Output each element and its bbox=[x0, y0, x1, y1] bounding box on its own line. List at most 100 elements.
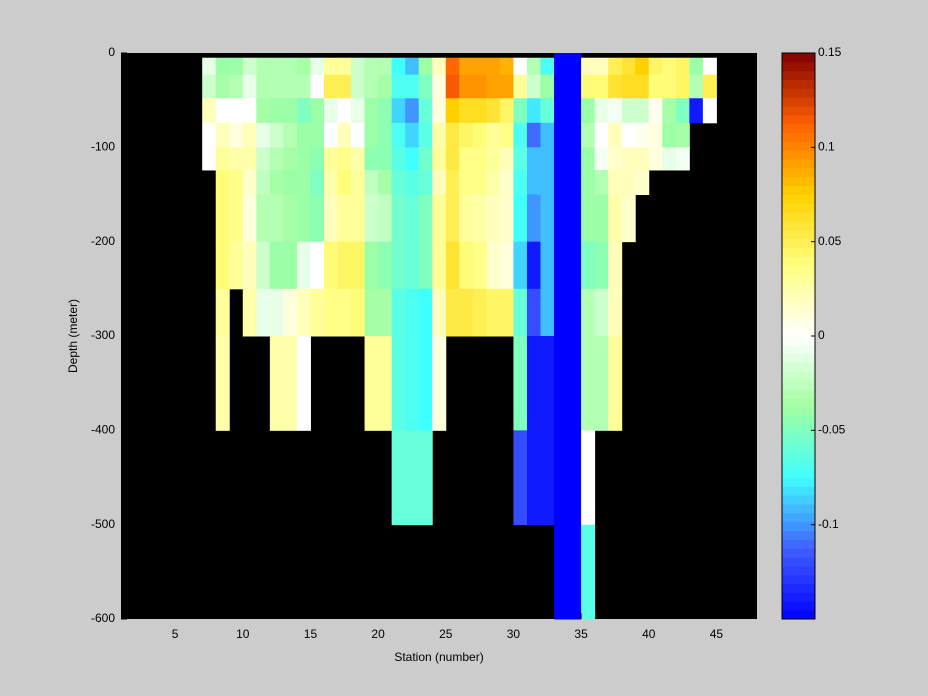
heat-cell bbox=[256, 194, 271, 243]
colorbar-step bbox=[782, 141, 815, 151]
heat-cell bbox=[391, 74, 406, 99]
colorbar-step bbox=[782, 601, 815, 611]
heat-cell bbox=[689, 57, 704, 76]
heat-cell bbox=[648, 122, 663, 148]
heat-cell bbox=[242, 122, 257, 148]
heat-cell bbox=[499, 147, 514, 171]
heat-cell bbox=[608, 122, 623, 148]
heat-cell bbox=[215, 57, 230, 76]
heat-cell bbox=[364, 57, 379, 76]
heat-cell bbox=[256, 57, 271, 76]
heat-cell bbox=[445, 98, 460, 124]
heat-cell bbox=[675, 98, 690, 124]
heat-cell bbox=[256, 241, 271, 290]
heat-cell bbox=[554, 147, 569, 171]
heat-cell bbox=[608, 74, 623, 99]
heat-cell bbox=[269, 57, 284, 76]
heat-cell bbox=[418, 74, 433, 99]
heat-cell bbox=[445, 288, 460, 337]
heat-cell bbox=[608, 336, 623, 431]
heat-cell bbox=[229, 74, 244, 99]
colorbar-step bbox=[782, 132, 815, 142]
colorbar-step bbox=[782, 53, 815, 63]
heat-cell bbox=[526, 122, 541, 148]
heat-cell bbox=[554, 169, 569, 195]
heat-cell bbox=[675, 147, 690, 171]
colorbar-step bbox=[782, 433, 815, 443]
heat-cell bbox=[662, 57, 677, 76]
heat-cell bbox=[283, 288, 298, 337]
colorbar-step bbox=[782, 504, 815, 514]
heat-cell bbox=[351, 98, 366, 124]
heat-cell bbox=[242, 74, 257, 99]
heat-cell bbox=[689, 98, 704, 124]
heat-cell bbox=[635, 57, 650, 76]
heat-cell bbox=[351, 288, 366, 337]
heat-cell bbox=[310, 147, 325, 171]
heat-cell bbox=[256, 74, 271, 99]
heat-cell bbox=[337, 194, 352, 243]
heat-cell bbox=[310, 122, 325, 148]
heat-cell bbox=[554, 122, 569, 148]
colorbar-step bbox=[782, 185, 815, 195]
heat-cell bbox=[594, 147, 609, 171]
colorbar-step bbox=[782, 512, 815, 523]
heat-cell bbox=[486, 74, 501, 99]
heat-cell bbox=[554, 288, 569, 337]
heat-cell bbox=[675, 57, 690, 76]
heat-cell bbox=[567, 194, 582, 243]
heat-cell bbox=[594, 122, 609, 148]
heat-cell bbox=[269, 194, 284, 243]
heat-cell bbox=[526, 241, 541, 290]
heat-cell bbox=[418, 430, 433, 526]
heat-cell bbox=[594, 74, 609, 99]
heat-cell bbox=[242, 288, 257, 337]
heat-cell bbox=[445, 57, 460, 76]
heat-cell bbox=[499, 288, 514, 337]
colorbar-step bbox=[782, 495, 815, 505]
heat-cell bbox=[296, 98, 311, 124]
heat-cell bbox=[229, 169, 244, 195]
heat-cell bbox=[432, 122, 447, 148]
heat-cell bbox=[540, 288, 555, 337]
heat-cell bbox=[608, 169, 623, 195]
heat-cell bbox=[229, 122, 244, 148]
x-axis-label: Station (number) bbox=[394, 650, 483, 664]
colorbar-step bbox=[782, 530, 815, 540]
colorbar-step bbox=[782, 167, 815, 178]
heat-cell bbox=[459, 147, 474, 171]
heat-cell bbox=[459, 74, 474, 99]
heat-cell bbox=[499, 122, 514, 148]
heat-cell bbox=[499, 241, 514, 290]
heat-cell bbox=[364, 194, 379, 243]
heat-cell bbox=[513, 241, 528, 290]
colorbar-tick-label: -0.1 bbox=[818, 517, 839, 531]
heat-cell bbox=[513, 336, 528, 431]
heat-cell bbox=[242, 147, 257, 171]
heat-cell bbox=[581, 57, 596, 76]
heat-cell bbox=[581, 288, 596, 337]
colorbar-step bbox=[782, 150, 815, 160]
heat-cell bbox=[202, 57, 217, 76]
heat-cell bbox=[567, 57, 582, 76]
heat-cell bbox=[472, 57, 487, 76]
colorbar-step bbox=[782, 521, 815, 531]
heat-cell bbox=[635, 169, 650, 195]
colorbar-step bbox=[782, 229, 815, 240]
heat-cell bbox=[310, 57, 325, 76]
heat-cell bbox=[418, 194, 433, 243]
heat-cell bbox=[472, 169, 487, 195]
heat-cell bbox=[702, 57, 717, 76]
heat-cell bbox=[405, 194, 420, 243]
heat-cell bbox=[581, 74, 596, 99]
heat-cell bbox=[540, 169, 555, 195]
heat-cell bbox=[621, 169, 636, 195]
heat-cell bbox=[405, 288, 420, 337]
heat-cell bbox=[378, 194, 393, 243]
heat-cell bbox=[378, 169, 393, 195]
heat-cell bbox=[296, 74, 311, 99]
heat-cell bbox=[486, 169, 501, 195]
colorbar-step bbox=[782, 353, 815, 363]
heat-cell bbox=[296, 241, 311, 290]
